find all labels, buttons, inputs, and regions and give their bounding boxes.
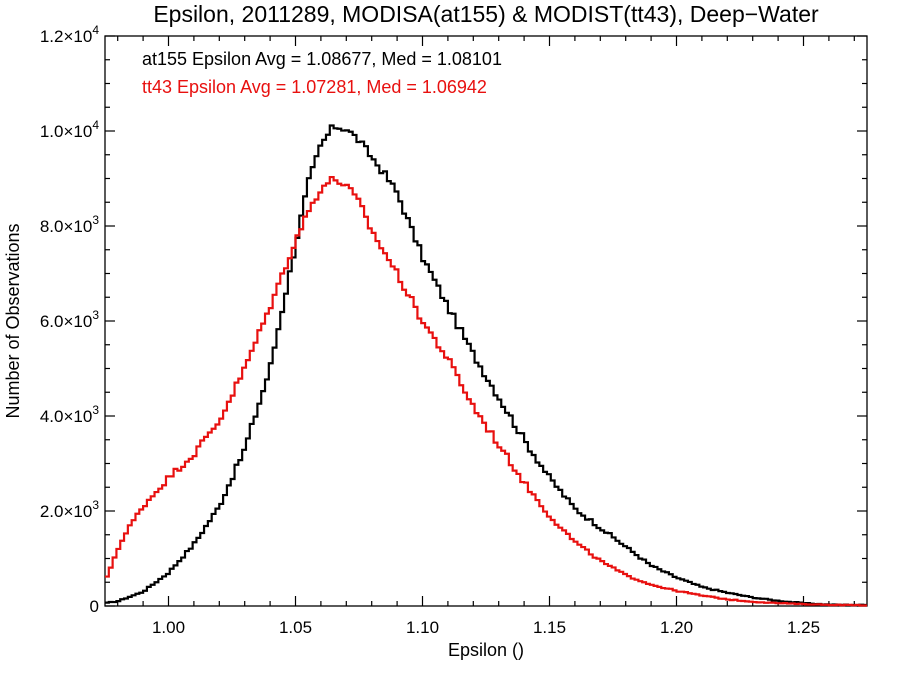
series-layer — [105, 124, 867, 607]
axis-ticks — [105, 35, 867, 607]
annotation-tt43: tt43 Epsilon Avg = 1.07281, Med = 1.0694… — [142, 77, 487, 97]
y-tick-label: 0 — [90, 597, 99, 616]
x-axis-label: Epsilon () — [448, 640, 524, 660]
x-tick-label: 1.00 — [152, 618, 185, 637]
chart-title: Epsilon, 2011289, MODISA(at155) & MODIST… — [153, 1, 819, 27]
y-tick-label: 2.0×103 — [40, 498, 99, 521]
x-tick-label: 1.10 — [406, 618, 439, 637]
y-tick-label: 1.2×104 — [40, 23, 99, 46]
y-tick-label: 4.0×103 — [40, 403, 99, 426]
series-line-0 — [105, 124, 867, 607]
y-tick-label: 8.0×103 — [40, 213, 99, 236]
x-tick-label: 1.15 — [533, 618, 566, 637]
series-line-1 — [105, 175, 867, 607]
x-tick-label: 1.25 — [787, 618, 820, 637]
annotation-at155: at155 Epsilon Avg = 1.08677, Med = 1.081… — [142, 49, 502, 69]
y-tick-label: 6.0×103 — [40, 308, 99, 331]
plot-frame — [104, 35, 868, 607]
y-tick-label: 1.0×104 — [40, 118, 99, 141]
x-tick-label: 1.20 — [660, 618, 693, 637]
axis-tick-labels: 1.00 1.05 1.10 1.15 1.20 1.25 0 2.0×103 4.0×103 6… — [40, 23, 820, 637]
x-tick-label: 1.05 — [279, 618, 312, 637]
y-axis-label: Number of Observations — [3, 223, 23, 418]
